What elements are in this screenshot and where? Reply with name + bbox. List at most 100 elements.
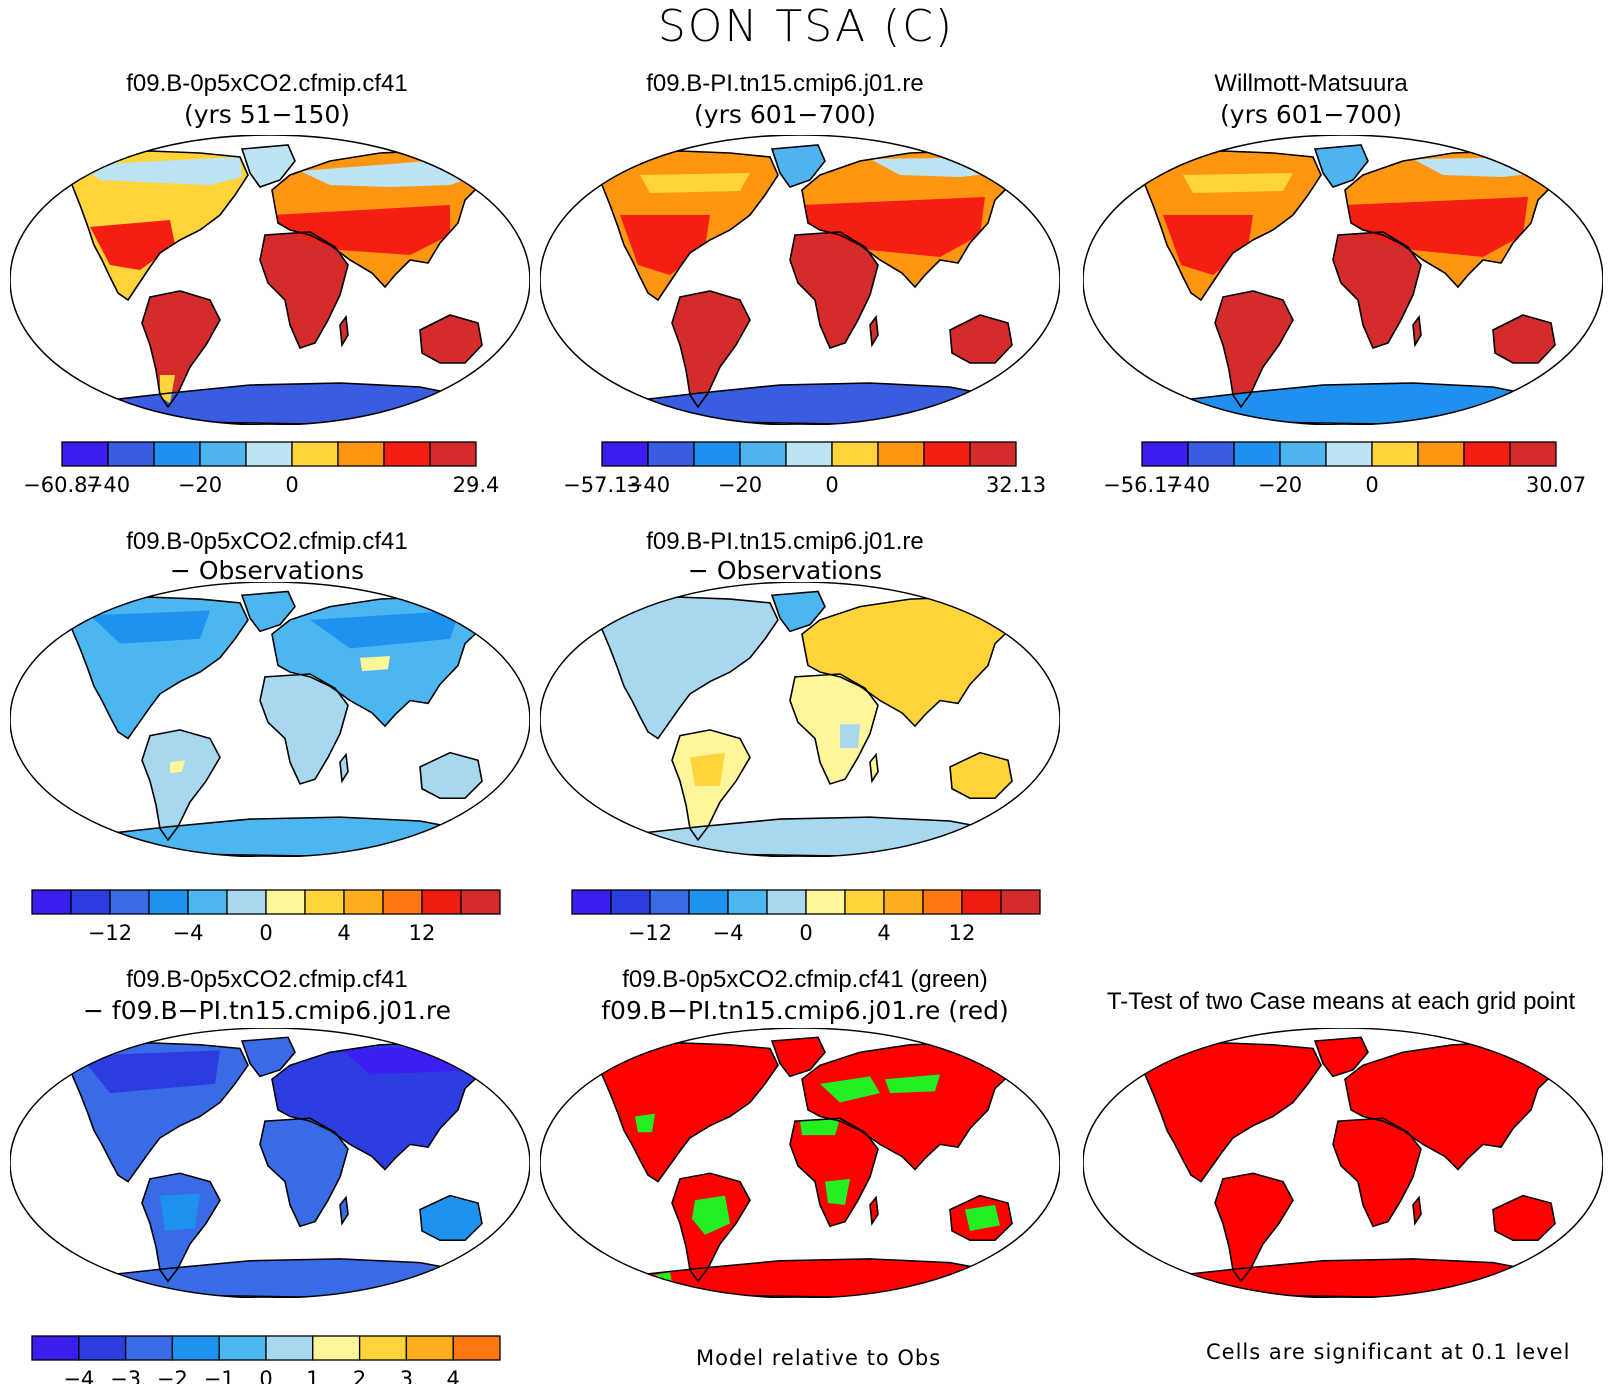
land-australia: [420, 315, 482, 363]
panel-title-5: f09.B-PI.tn15.cmip6.j01.re: [646, 528, 924, 555]
colorbar-swatch: [199, 441, 247, 467]
colorbar-swatch: [312, 1335, 361, 1361]
colorbar-swatch: [383, 441, 431, 467]
land-africa: [260, 1118, 348, 1227]
colorbar-swatch: [429, 441, 477, 467]
colorbar-tick-label: −60.87: [23, 473, 101, 497]
land-samerica: [1215, 291, 1293, 407]
land-australia: [420, 1195, 482, 1241]
colorbar-swatch: [1233, 441, 1281, 467]
colorbar-tick-label: −20: [1258, 473, 1302, 497]
colorbar-tick-label: −20: [718, 473, 762, 497]
colorbar-swatch: [601, 441, 649, 467]
colorbar-swatch: [405, 1335, 454, 1361]
colorbar-swatch: [460, 889, 501, 915]
land-africa: [1333, 1118, 1421, 1227]
colorbar-swatch: [148, 889, 189, 915]
panel-subtitle-3: (yrs 601−700): [1220, 100, 1402, 129]
footnote-ttest: Cells are significant at 0.1 level: [1206, 1340, 1571, 1364]
colorbar-tick-label: 0: [259, 1367, 272, 1384]
colorbar-tick-label: −56.17: [1103, 473, 1181, 497]
colorbar-swatch: [337, 441, 385, 467]
colorbar-tick-label: 0: [1365, 473, 1378, 497]
colorbar-tick-label: 0: [285, 473, 298, 497]
colorbar-tick-label: 29.4: [453, 473, 500, 497]
land-eurasia: [1345, 1042, 1567, 1170]
colorbar-swatch: [1000, 889, 1041, 915]
colorbar-tick-label: 0: [825, 473, 838, 497]
colorbar-tick-label: −1: [204, 1367, 235, 1384]
land-australia: [420, 752, 482, 799]
colorbar-swatch: [265, 1335, 314, 1361]
colorbar-swatch: [1141, 441, 1189, 467]
colorbar-swatch: [727, 889, 768, 915]
map-diff-case2: [540, 582, 1060, 857]
colorbar-6: −4 −3 −2 −1 0 1 2 3 4: [31, 1335, 501, 1384]
panel-title-4: f09.B-0p5xCO2.cfmip.cf41: [126, 528, 408, 555]
panel-title-1: f09.B-0p5xCO2.cfmip.cf41: [126, 70, 408, 97]
colorbar-tick-label: 30.07: [1526, 473, 1586, 497]
map-abs-obs: [1083, 135, 1603, 425]
colorbar-swatch: [1325, 441, 1373, 467]
colorbar-swatch: [124, 1335, 174, 1361]
colorbar-swatch: [61, 441, 109, 467]
land-namerica: [595, 1042, 778, 1182]
colorbar-swatch: [31, 889, 72, 915]
colorbar-swatch: [31, 1335, 80, 1361]
colorbar-tick-label: −57.13: [563, 473, 641, 497]
colorbar-swatch: [304, 889, 345, 915]
colorbar-swatch: [610, 889, 651, 915]
colorbar-swatch: [831, 441, 879, 467]
colorbar-swatch: [1463, 441, 1511, 467]
map-diff-case1: [10, 582, 530, 857]
colorbar-1: −40 −20 0 −60.87 29.4: [23, 441, 500, 497]
land-eurasia: [272, 1042, 494, 1170]
colorbar-tick-label: −40: [86, 473, 130, 497]
land-samerica: [672, 291, 750, 407]
colorbar-swatch: [1509, 441, 1557, 467]
land-australia: [1493, 1195, 1555, 1241]
land-eurasia: [802, 1042, 1024, 1170]
colorbar-swatch: [78, 1335, 127, 1361]
colorbar-tick-label: 0: [799, 921, 812, 945]
colorbar-tick-label: −40: [626, 473, 670, 497]
map-ttest: [1083, 1028, 1603, 1298]
panel-title-6: f09.B-0p5xCO2.cfmip.cf41: [126, 966, 408, 993]
colorbar-swatch: [922, 889, 963, 915]
land-africa: [260, 232, 348, 348]
colorbar-swatch: [70, 889, 111, 915]
colorbar-3: −40 −20 0 −56.17 30.07: [1103, 441, 1586, 497]
colorbar-tick-label: −40: [1166, 473, 1210, 497]
colorbar-swatch: [153, 441, 201, 467]
colorbar-swatch: [218, 1335, 267, 1361]
land-samerica: [1215, 1173, 1293, 1282]
colorbar-2: −40 −20 0 −57.13 32.13: [563, 441, 1046, 497]
colorbar-swatch: [883, 889, 924, 915]
colorbar-tick-label: 2: [353, 1367, 366, 1384]
colorbar-tick-label: −2: [157, 1367, 188, 1384]
panel-title-8: T-Test of two Case means at each grid po…: [1106, 988, 1576, 1015]
colorbar-tick-label: 32.13: [986, 473, 1046, 497]
colorbar-tick-label: −4: [63, 1367, 94, 1384]
land-australia: [950, 752, 1012, 799]
colorbar-swatch: [1417, 441, 1465, 467]
colorbar-swatch: [693, 441, 741, 467]
land-africa: [1333, 232, 1421, 348]
colorbar-swatch: [245, 441, 293, 467]
land-australia: [1493, 315, 1555, 363]
colorbar-swatch: [265, 889, 306, 915]
map-abs-case2: [540, 135, 1060, 425]
colorbar-tick-label: 4: [447, 1367, 460, 1384]
colorbar-tick-label: 3: [400, 1367, 413, 1384]
colorbar-swatch: [343, 889, 384, 915]
land-namerica: [1138, 1042, 1321, 1182]
map-abs-case1: [10, 135, 530, 425]
colorbar-swatch: [923, 441, 971, 467]
colorbar-tick-label: −20: [178, 473, 222, 497]
colorbar-swatch: [785, 441, 833, 467]
colorbar-tick-label: −4: [173, 921, 204, 945]
colorbar-swatch: [171, 1335, 220, 1361]
colorbar-swatch: [107, 441, 155, 467]
panel-subtitle-7: f09.B−PI.tn15.cmip6.j01.re (red): [601, 996, 1009, 1025]
colorbar-swatch: [421, 889, 462, 915]
